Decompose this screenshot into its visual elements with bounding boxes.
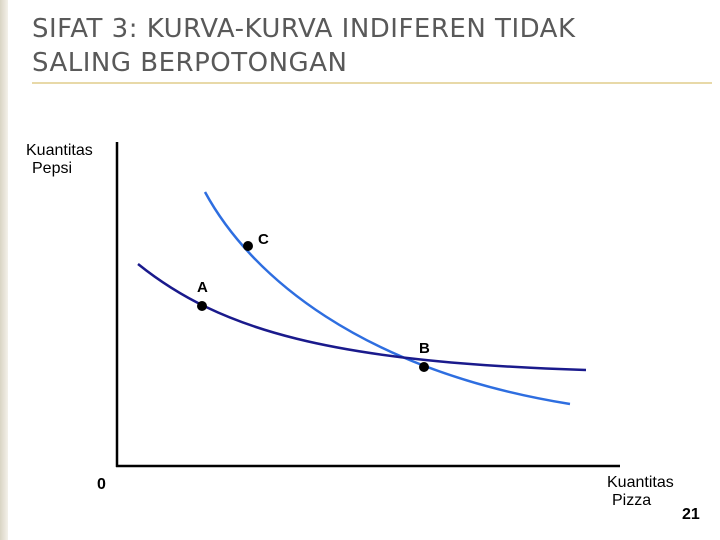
- point-c-label: C: [258, 231, 269, 248]
- x-axis-label-line2: Pizza: [612, 492, 652, 509]
- point-c-marker: [243, 241, 253, 251]
- point-a-marker: [197, 301, 207, 311]
- title-underline: [32, 82, 712, 84]
- slide-left-accent-bar: [0, 0, 8, 540]
- origin-label: 0: [97, 476, 106, 493]
- slide-title: SIFAT 3: KURVA-KURVA INDIFEREN TIDAK SAL…: [32, 14, 576, 78]
- point-b-marker: [419, 362, 429, 372]
- y-axis-label-line2: Pepsi: [32, 160, 73, 177]
- x-axis-label-line1: Kuantitas: [607, 474, 674, 491]
- point-b-label: B: [419, 340, 430, 357]
- point-a-label: A: [197, 279, 208, 296]
- y-axis-label-line1: Kuantitas: [26, 142, 93, 159]
- indifference-curve-through-c: [203, 191, 571, 406]
- indifference-curve-through-a: [137, 263, 587, 372]
- page-number: 21: [682, 506, 700, 523]
